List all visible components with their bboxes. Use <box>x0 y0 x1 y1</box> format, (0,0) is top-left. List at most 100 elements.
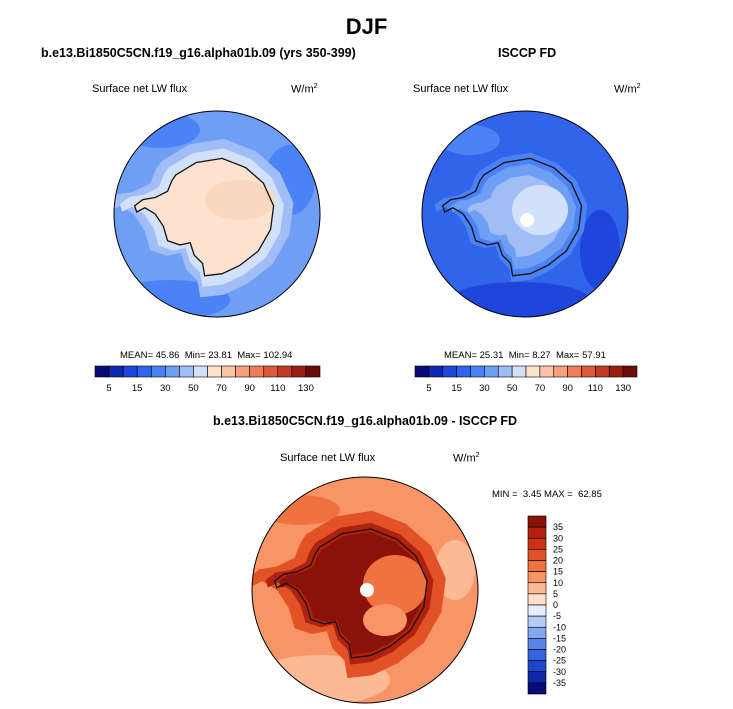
panel1-map <box>113 110 321 318</box>
colorbar-bin <box>527 671 547 684</box>
colorbar-bin <box>207 365 222 378</box>
panel2-title: ISCCP FD <box>498 46 557 60</box>
colorbar-tick-label: 35 <box>553 522 563 532</box>
panel1-coastline <box>133 157 275 277</box>
colorbar-tick-label: -35 <box>553 678 566 688</box>
colorbar-tick-label: 0 <box>553 600 558 610</box>
colorbar-tick-label: 15 <box>553 567 563 577</box>
colorbar-tick-label: 30 <box>553 533 563 543</box>
panel3-stats: MIN = 3.45 MAX = 62.85 <box>492 489 602 500</box>
colorbar-tick-label: 25 <box>553 544 563 554</box>
colorbar-bin <box>94 365 110 378</box>
panel3-title: b.e13.Bi1850C5CN.f19_g16.alpha01b.09 - I… <box>213 414 518 428</box>
colorbar-bin <box>527 593 547 606</box>
colorbar-tick-label: 30 <box>479 383 490 394</box>
colorbar-bin <box>527 626 547 639</box>
colorbar-bin <box>150 365 166 378</box>
colorbar-tick-label: 5 <box>106 383 111 394</box>
panel2-variable-label: Surface net LW flux <box>413 83 509 95</box>
colorbar-bin <box>221 365 236 378</box>
colorbar-bin <box>305 365 321 378</box>
colorbar-bin <box>527 615 547 628</box>
colorbar-bin <box>122 365 138 378</box>
colorbar-bin <box>511 365 527 378</box>
panel3-units-label: W/m2 <box>453 452 480 465</box>
colorbar-bin <box>193 365 208 378</box>
colorbar-tick-label: 50 <box>188 383 199 394</box>
colorbar-bin <box>136 365 152 378</box>
panel1-colorbar: 5 15 30 50 70 90 110 130 <box>94 365 321 394</box>
figure-title: DJF <box>345 14 388 39</box>
colorbar-bin <box>442 365 457 378</box>
colorbar-bin <box>263 365 279 378</box>
colorbar-bin <box>456 365 471 378</box>
colorbar-bin <box>527 638 547 650</box>
colorbar-bin <box>553 365 568 378</box>
colorbar-bin <box>525 365 541 378</box>
colorbar-tick-label: -10 <box>553 622 566 632</box>
colorbar-bin <box>470 365 485 378</box>
colorbar-tick-label: -5 <box>553 611 561 621</box>
colorbar-tick-label: 50 <box>507 383 518 394</box>
colorbar-bin <box>108 365 124 378</box>
panel2-colorbar: 5 15 30 50 70 90 110 130 <box>414 365 638 394</box>
panel3-variable-label: Surface net LW flux <box>280 452 376 464</box>
colorbar-bin <box>484 365 499 378</box>
colorbar-bin <box>414 365 430 378</box>
colorbar-bin <box>595 365 610 378</box>
panel3-map-border <box>251 476 479 704</box>
panel2-coastline <box>441 157 583 277</box>
colorbar-tick-label: 30 <box>160 383 171 394</box>
colorbar-tick-label: 5 <box>553 589 558 599</box>
colorbar-tick-label: 5 <box>426 383 431 394</box>
colorbar-bin <box>527 526 547 539</box>
colorbar-tick-label: 110 <box>270 383 285 394</box>
colorbar-tick-label: 20 <box>553 556 563 566</box>
colorbar-tick-label: 10 <box>553 578 563 588</box>
colorbar-bin <box>527 604 547 617</box>
panel2-map-border <box>421 110 629 318</box>
colorbar-bin <box>581 365 596 378</box>
colorbar-tick-label: 110 <box>588 383 603 394</box>
colorbar-bin <box>527 549 547 561</box>
colorbar-bin <box>291 365 307 378</box>
colorbar-bin <box>527 537 547 550</box>
panel2-stats: MEAN= 25.31 Min= 8.27 Max= 57.91 <box>444 350 606 361</box>
panel1-units-label: W/m2 <box>291 83 318 96</box>
colorbar-tick-label: -20 <box>553 645 566 655</box>
panel3-pole-hole <box>360 583 374 597</box>
colorbar-bin <box>179 365 194 378</box>
colorbar-bin <box>165 365 180 378</box>
colorbar-bin <box>527 660 547 673</box>
colorbar-tick-label: -15 <box>553 633 566 643</box>
panel2-pole-hole <box>520 213 534 227</box>
colorbar-tick-label: 90 <box>562 383 573 394</box>
colorbar-bin <box>622 365 638 378</box>
colorbar-tick-label: 90 <box>244 383 255 394</box>
colorbar-bin <box>428 365 444 378</box>
colorbar-bin <box>527 682 547 695</box>
panel2-units-label: W/m2 <box>614 83 641 96</box>
panel3-coastline <box>273 528 428 659</box>
colorbar-bin <box>277 365 293 378</box>
colorbar-tick-label: 130 <box>615 383 631 394</box>
panel3-map <box>251 476 479 704</box>
colorbar-tick-label: 15 <box>451 383 462 394</box>
colorbar-tick-label: -30 <box>553 667 566 677</box>
panel1-title: b.e13.Bi1850C5CN.f19_g16.alpha01b.09 (yr… <box>41 46 356 60</box>
panel1-stats: MEAN= 45.86 Min= 23.81 Max= 102.94 <box>120 350 293 361</box>
colorbar-bin <box>235 365 250 378</box>
panel1-map-border <box>113 110 321 318</box>
colorbar-bin <box>497 365 513 378</box>
colorbar-tick-label: 130 <box>298 383 314 394</box>
colorbar-bin <box>527 515 547 528</box>
colorbar-tick-label: 15 <box>132 383 143 394</box>
colorbar-bin <box>249 365 265 378</box>
colorbar-bin <box>567 365 582 378</box>
colorbar-bin <box>527 649 547 661</box>
colorbar-tick-label: 70 <box>216 383 227 394</box>
colorbar-bin <box>527 582 547 595</box>
colorbar-bin <box>527 560 547 572</box>
colorbar-tick-label: -25 <box>553 656 566 666</box>
